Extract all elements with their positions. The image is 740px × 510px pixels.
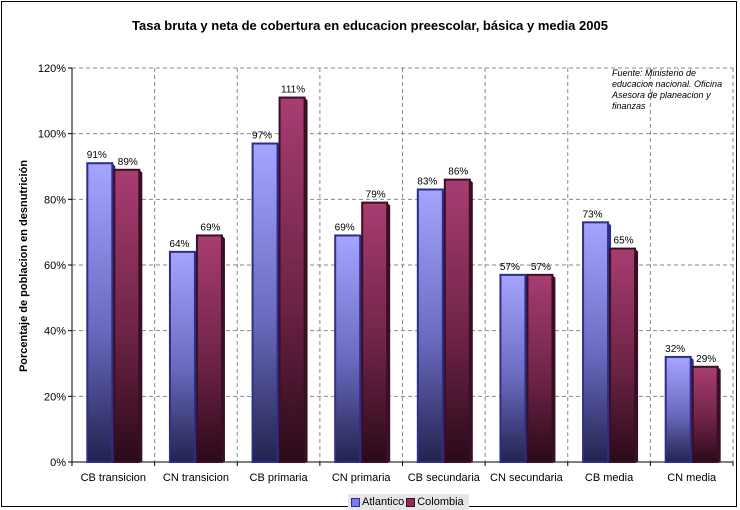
data-label-atlantico: 64% — [169, 239, 189, 250]
bar-atlantico — [168, 250, 196, 463]
x-tick-label: CN secundaria — [490, 472, 564, 484]
bar-atlantico — [499, 273, 527, 463]
data-label-colombia: 65% — [614, 236, 634, 247]
data-label-atlantico: 83% — [417, 176, 437, 187]
x-tick-label: CB transicion — [81, 472, 146, 484]
data-label-atlantico: 91% — [87, 150, 107, 161]
bar-colombia — [278, 96, 306, 464]
data-label-colombia: 79% — [366, 190, 386, 201]
x-tick-label: CN transicion — [163, 472, 229, 484]
bar-colombia — [609, 247, 637, 463]
data-label-atlantico: 73% — [583, 209, 603, 220]
x-tick-label: CN primaria — [332, 472, 392, 484]
x-tick-label: CN media — [667, 472, 717, 484]
legend: Atlantico Colombia — [348, 494, 469, 510]
data-label-colombia: 69% — [200, 222, 220, 233]
data-label-colombia: 29% — [696, 354, 716, 365]
bar-colombia — [526, 273, 554, 463]
data-label-atlantico: 97% — [252, 131, 272, 142]
legend-label-atlantico: Atlantico — [362, 496, 405, 508]
y-tick-label: 20% — [44, 391, 66, 403]
chart-title: Tasa bruta y neta de cobertura en educac… — [132, 18, 608, 33]
data-label-atlantico: 57% — [500, 262, 520, 273]
bar-colombia — [195, 234, 223, 463]
y-tick-label: 120% — [38, 63, 66, 75]
y-tick-label: 80% — [44, 194, 66, 206]
y-tick-label: 100% — [38, 129, 66, 141]
legend-item-colombia: Colombia — [406, 496, 464, 508]
data-label-colombia: 86% — [448, 167, 468, 178]
y-tick-label: 40% — [44, 326, 66, 338]
labels: 0% 20% 40% 60% 80% 100% 120% CB transicion CN tr… — [38, 63, 717, 484]
legend-swatch-colombia — [406, 497, 416, 507]
bar-colombia — [443, 178, 471, 463]
y-tick-label: 0% — [50, 457, 66, 469]
bars — [86, 96, 721, 464]
source-annotation: Fuente: Ministerio de educacion nacional… — [612, 68, 723, 111]
data-label-atlantico: 69% — [335, 222, 355, 233]
legend-swatch-atlantico — [351, 497, 360, 507]
data-label-colombia: 57% — [531, 262, 551, 273]
bar-atlantico — [86, 162, 114, 463]
bar-atlantico — [664, 355, 692, 463]
bar-colombia — [113, 168, 141, 464]
x-tick-label: CB media — [585, 472, 634, 484]
bar-atlantico — [251, 142, 279, 463]
bar-atlantico — [416, 188, 444, 463]
y-tick-label: 60% — [44, 260, 66, 272]
x-tick-label: CB secundaria — [408, 472, 481, 484]
x-tick-label: CB primaria — [250, 472, 309, 484]
data-label-atlantico: 32% — [665, 344, 685, 355]
grid-lines — [72, 67, 734, 462]
bar-colombia — [361, 201, 389, 463]
data-label-colombia: 89% — [118, 157, 138, 168]
bar-colombia — [691, 365, 719, 463]
legend-label-colombia: Colombia — [417, 496, 464, 508]
bar-atlantico — [582, 221, 610, 463]
data-label-colombia: 111% — [281, 85, 305, 96]
bar-atlantico — [334, 234, 362, 463]
legend-item-atlantico: Atlantico — [351, 496, 404, 508]
